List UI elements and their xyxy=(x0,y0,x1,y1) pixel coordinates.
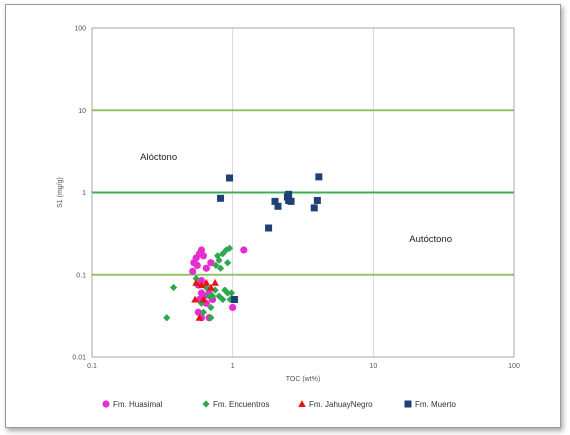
data-point xyxy=(207,303,215,312)
legend-marker-jahuaynegro xyxy=(298,400,306,408)
series-fm-muerto xyxy=(217,173,323,304)
data-point xyxy=(223,289,232,297)
legend-label-huasimal: Fm. Huasimal xyxy=(113,400,163,409)
x-tick-labels: 0.1 1 10 100 xyxy=(87,363,520,370)
data-point xyxy=(313,196,321,204)
y-tick-label-3: 10 xyxy=(78,108,86,115)
data-point xyxy=(192,274,200,283)
data-point xyxy=(208,292,217,300)
legend-marker-encuentros xyxy=(202,400,210,408)
data-point xyxy=(169,283,178,292)
legend-item-muerto: Fm. Muerto xyxy=(404,400,456,409)
data-point xyxy=(207,283,215,291)
data-point xyxy=(227,289,236,297)
data-point xyxy=(212,261,220,269)
x-tick-label-2: 10 xyxy=(369,363,377,370)
data-point xyxy=(215,256,223,264)
legend-item-jahuaynegro: Fm. JahuayNegro xyxy=(298,400,373,409)
data-point xyxy=(207,314,215,322)
data-point xyxy=(274,202,282,210)
data-point xyxy=(202,283,210,292)
y-tick-label-1: 0.1 xyxy=(76,272,86,279)
legend-symbol xyxy=(202,400,210,408)
region-label-aloctono: Alóctono xyxy=(140,152,177,163)
legend-symbol xyxy=(298,400,306,408)
data-point xyxy=(219,295,227,304)
x-tick-label-0: 0.1 xyxy=(87,363,97,370)
data-point xyxy=(222,246,230,254)
data-point xyxy=(216,264,225,272)
x-tick-label-3: 100 xyxy=(508,363,520,370)
data-point xyxy=(199,295,208,303)
data-point xyxy=(315,173,323,181)
legend-label-muerto: Fm. Muerto xyxy=(415,400,456,409)
data-point xyxy=(202,264,210,272)
data-point xyxy=(310,204,318,212)
data-point xyxy=(230,296,238,304)
y-tick-label-4: 100 xyxy=(74,26,86,33)
data-point xyxy=(163,314,171,322)
data-point xyxy=(195,313,204,321)
data-point xyxy=(265,224,273,232)
data-points xyxy=(163,173,323,322)
data-point xyxy=(199,252,208,260)
legend-marker-huasimal xyxy=(102,400,110,408)
y-axis-title: S1 (mg/g) xyxy=(57,177,64,208)
x-axis-title: TOC (wt%) xyxy=(286,376,320,383)
data-point xyxy=(192,278,200,286)
legend-label-encuentros: Fm. Encuentros xyxy=(213,400,269,409)
reference-lines xyxy=(92,109,514,276)
data-point xyxy=(287,197,295,205)
data-point xyxy=(194,308,202,316)
y-tick-label-2: 1 xyxy=(82,190,86,197)
data-point xyxy=(202,278,211,286)
plot-area-border xyxy=(91,27,515,358)
data-point xyxy=(223,259,232,267)
data-point xyxy=(226,174,234,182)
data-point xyxy=(217,194,225,202)
legend: Fm. Huasimal Fm. Encuentros Fm. JahuayNe… xyxy=(102,400,456,409)
data-point xyxy=(189,267,197,275)
data-point xyxy=(191,295,199,303)
data-point xyxy=(229,303,237,312)
region-label-autoctono: Autóctono xyxy=(409,234,452,245)
data-point xyxy=(197,281,206,289)
series-fm-jahuaynegro xyxy=(191,278,219,321)
data-point xyxy=(271,197,279,205)
chart-frame: 0.1 1 10 100 0.01 0.1 1 10 100 TOC (wt%) S1 (mg… xyxy=(5,4,561,428)
legend-marker-muerto xyxy=(404,400,412,408)
y-tick-label-0: 0.01 xyxy=(72,355,86,362)
legend-item-huasimal: Fm. Huasimal xyxy=(102,400,163,409)
data-point xyxy=(197,299,206,307)
legend-item-encuentros: Fm. Encuentros xyxy=(202,400,269,409)
data-point xyxy=(207,259,215,267)
legend-symbol xyxy=(102,400,110,408)
data-point xyxy=(199,308,208,316)
legend-symbol xyxy=(404,400,412,408)
legend-label-jahuaynegro: Fm. JahuayNegro xyxy=(309,400,373,409)
data-point xyxy=(211,278,219,286)
data-point xyxy=(193,261,201,269)
y-tick-labels: 0.01 0.1 1 10 100 xyxy=(72,26,86,362)
x-tick-label-1: 1 xyxy=(231,363,235,370)
data-point xyxy=(219,250,227,258)
data-point xyxy=(240,246,248,254)
